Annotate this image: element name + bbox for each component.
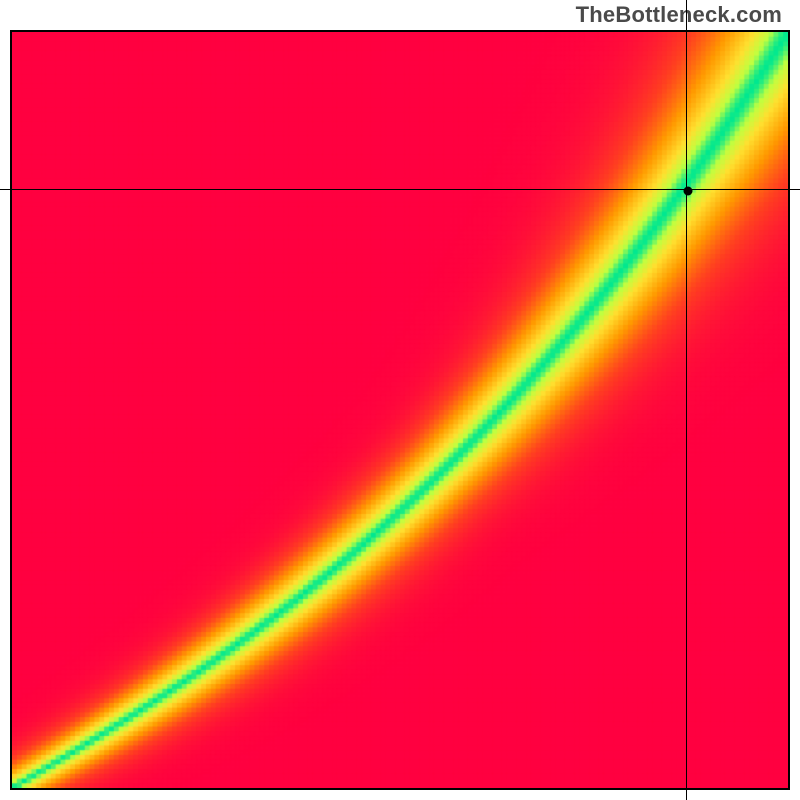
bottleneck-heatmap xyxy=(12,32,788,788)
crosshair-vertical xyxy=(686,0,687,800)
watermark-text: TheBottleneck.com xyxy=(576,2,782,28)
selection-marker-dot xyxy=(683,187,692,196)
plot-frame xyxy=(10,30,790,790)
chart-container: TheBottleneck.com xyxy=(0,0,800,800)
crosshair-horizontal xyxy=(0,189,800,190)
